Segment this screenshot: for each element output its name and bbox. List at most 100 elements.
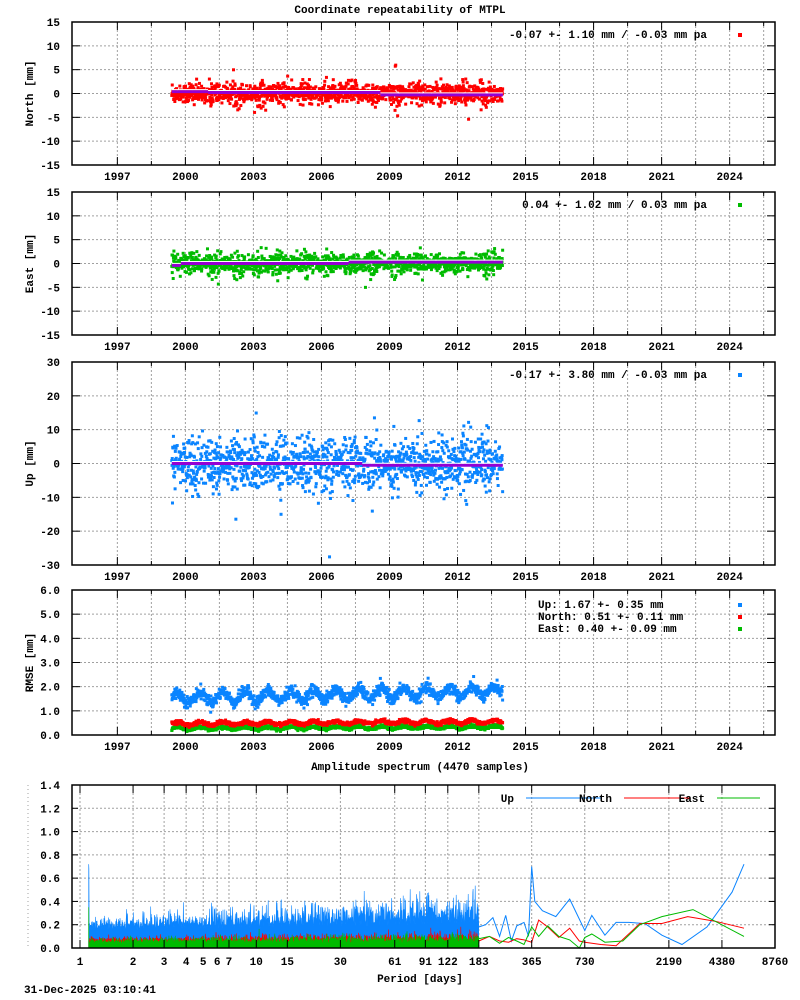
y-tick-label: 5 (53, 66, 60, 78)
spectrum-plot: 1 2 3 4 5 6 7 10 15 30 61 91 122 183 365 730 2190 4380 876… (27, 781, 788, 969)
x-tick-label: 2 (130, 957, 137, 969)
east-plot: 1997 2000 2003 2006 2009 2012 2015 2018 2021 2024… (25, 188, 776, 354)
legend-label-up: Up (501, 794, 515, 806)
y-tick-label: 0 (53, 460, 60, 472)
x-tick-label: 7 (226, 957, 233, 969)
x-tick-label: 2018 (580, 572, 607, 584)
x-tick-label: 2000 (172, 172, 198, 184)
y-axis-label: Up [mm] (25, 440, 37, 486)
y-tick-label: 10 (47, 426, 60, 438)
legend-marker (738, 627, 742, 631)
y-tick-label: 10 (47, 212, 60, 224)
figure-title: Coordinate repeatability of MTPL (294, 5, 506, 17)
x-tick-label: 2006 (308, 742, 334, 754)
x-tick-label: 1997 (104, 172, 130, 184)
y-tick-label: 0.6 (40, 874, 60, 886)
y-tick-label: 1.0 (40, 707, 60, 719)
legend-marker (738, 373, 742, 377)
y-tick-label: 0.0 (40, 944, 60, 956)
x-tick-label: 2000 (172, 342, 198, 354)
x-tick-label: 15 (281, 957, 295, 969)
legend-label-up: Up: 1.67 +- 0.35 mm (538, 600, 664, 612)
x-tick-label: 1997 (104, 742, 130, 754)
y-tick-label: 5 (53, 236, 60, 248)
y-axis-label: RMSE [mm] (25, 633, 37, 692)
x-tick-label: 6 (214, 957, 221, 969)
x-tick-label: 1997 (104, 572, 130, 584)
x-tick-label: 1 (77, 957, 84, 969)
x-tick-label: 2012 (444, 172, 470, 184)
x-tick-label: 2018 (580, 742, 607, 754)
legend-marker (738, 615, 742, 619)
y-tick-label: 1.4 (40, 781, 60, 793)
x-tick-label: 730 (575, 957, 595, 969)
x-tick-label: 2021 (648, 342, 675, 354)
timestamp: 31-Dec-2025 03:10:41 (24, 985, 157, 997)
y-tick-label: 30 (47, 358, 60, 370)
x-tick-label: 2018 (580, 172, 607, 184)
x-tick-label: 61 (388, 957, 402, 969)
legend-label-east: East (679, 794, 705, 806)
y-tick-label: 10 (47, 42, 60, 54)
x-tick-label: 122 (438, 957, 458, 969)
x-tick-label: 2012 (444, 342, 470, 354)
y-tick-label: 20 (47, 392, 60, 404)
x-tick-label: 3 (161, 957, 168, 969)
x-tick-label: 2006 (308, 342, 334, 354)
x-tick-label: 1997 (104, 342, 130, 354)
legend-label: 0.04 +- 1.02 mm / 0.03 mm pa (522, 200, 707, 212)
legend-label-north: North: 0.51 +- 0.11 mm (538, 612, 684, 624)
y-tick-label: -30 (40, 561, 60, 573)
series-east (478, 909, 745, 949)
x-tick-label: 2003 (240, 342, 267, 354)
y-tick-label: 2.0 (40, 683, 60, 695)
y-tick-label: 1.0 (40, 828, 60, 840)
y-tick-label: 0 (53, 90, 60, 102)
x-tick-label: 2009 (376, 172, 402, 184)
legend-label: -0.07 +- 1.10 mm / -0.03 mm pa (509, 30, 707, 42)
series-up (478, 864, 745, 946)
x-tick-label: 91 (419, 957, 433, 969)
x-tick-label: 2000 (172, 742, 198, 754)
x-tick-label: 2190 (656, 957, 682, 969)
y-tick-label: -5 (47, 283, 61, 295)
y-tick-label: 3.0 (40, 659, 60, 671)
up-plot: 1997 2000 2003 2006 2009 2012 2015 2018 2021 2024… (25, 358, 776, 584)
x-tick-label: 2006 (308, 172, 334, 184)
x-tick-label: 2009 (376, 742, 402, 754)
y-tick-label: 1.2 (40, 804, 60, 816)
x-tick-label: 4380 (709, 957, 735, 969)
y-tick-label: 0.2 (40, 921, 60, 933)
x-tick-label: 365 (522, 957, 542, 969)
y-tick-label: 15 (47, 18, 61, 30)
x-tick-label: 2006 (308, 572, 334, 584)
x-tick-label: 4 (183, 957, 190, 969)
x-tick-label: 2000 (172, 572, 198, 584)
x-tick-label: 5 (200, 957, 207, 969)
x-tick-label: 2012 (444, 572, 470, 584)
spectrum-xlabel: Period [days] (377, 974, 463, 986)
y-tick-label: 0.0 (40, 731, 60, 743)
x-tick-label: 2015 (512, 742, 539, 754)
x-tick-label: 2003 (240, 742, 267, 754)
y-tick-label: -10 (40, 137, 60, 149)
x-tick-label: 2024 (716, 172, 743, 184)
x-tick-label: 2003 (240, 572, 267, 584)
y-tick-label: 0 (53, 260, 60, 272)
y-tick-label: -15 (40, 331, 60, 343)
x-tick-label: 2024 (716, 342, 743, 354)
legend-marker (738, 33, 742, 37)
series-north (478, 916, 745, 947)
x-tick-label: 2012 (444, 742, 470, 754)
y-tick-label: 15 (47, 188, 61, 200)
x-tick-label: 2009 (376, 342, 402, 354)
x-tick-label: 2015 (512, 342, 539, 354)
x-tick-label: 2021 (648, 572, 675, 584)
y-tick-label: -5 (47, 113, 61, 125)
y-tick-label: -10 (40, 493, 60, 505)
x-tick-label: 183 (469, 957, 489, 969)
x-tick-label: 2003 (240, 172, 267, 184)
x-tick-label: 30 (334, 957, 347, 969)
legend-label-north: North (579, 794, 612, 806)
